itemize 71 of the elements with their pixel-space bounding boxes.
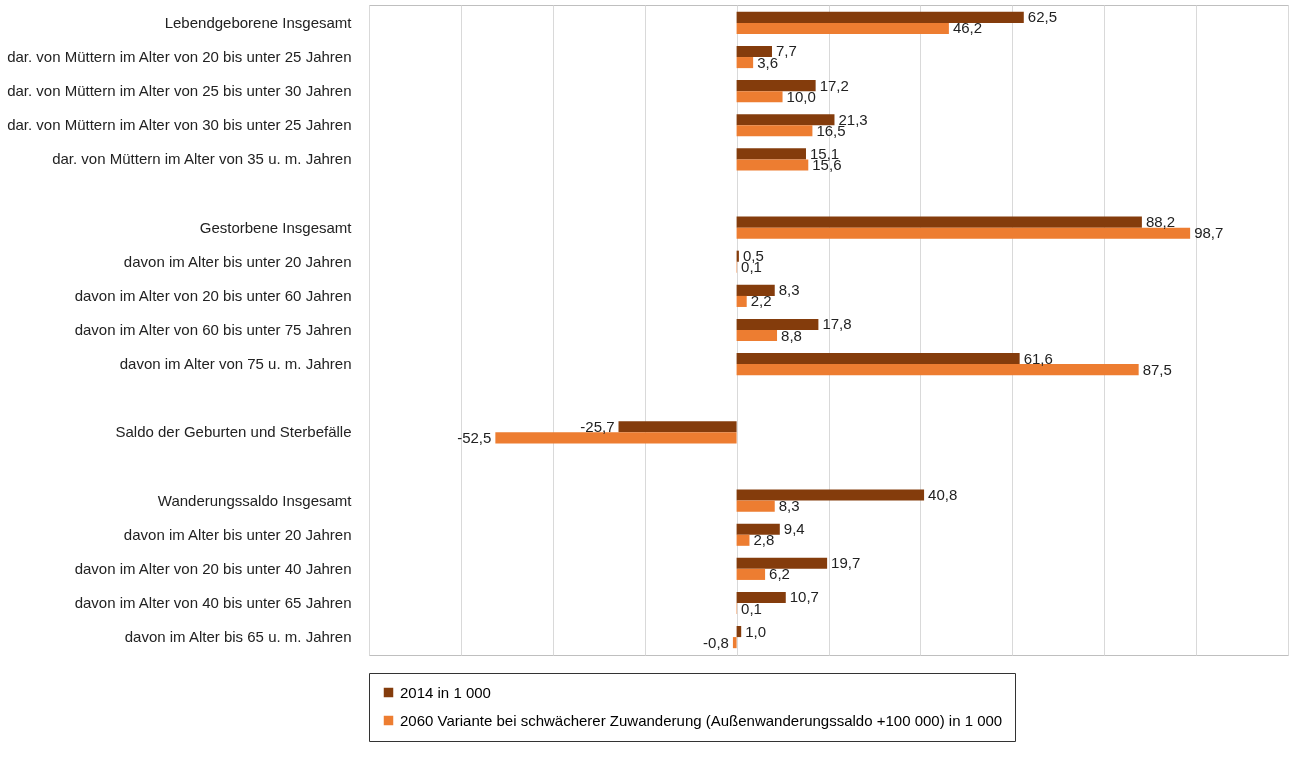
data-label: 87,5 [1142,360,1172,378]
bar [736,80,816,92]
data-label: 10,7 [789,588,819,606]
data-label: 3,6 [757,53,778,71]
bar [736,295,747,307]
bar [736,591,786,603]
data-label: 2,2 [750,292,772,310]
data-label: 2,8 [753,531,775,549]
bar [736,318,819,330]
bar [736,125,813,137]
y-tick-label: Wanderungssaldo Insgesamt [157,491,353,509]
data-label: 0,1 [741,599,762,617]
bar [736,216,1142,228]
y-tick-label: dar. von Müttern im Alter von 30 bis unter 25 Jahren [7,116,352,134]
data-label: -25,7 [580,417,615,435]
y-tick-label: davon im Alter von 40 bis unter 65 Jahren [74,593,352,611]
bar [736,284,775,296]
y-tick-label: dar. von Müttern im Alter von 25 bis unter 30 Jahren [7,82,352,100]
data-label: 8,3 [778,281,800,299]
y-tick-label: davon im Alter bis 65 u. m. Jahren [124,628,352,646]
bar [736,11,1024,23]
legend-label: 2014 in 1 000 [400,683,491,701]
bar [736,500,775,512]
data-label: 17,8 [822,315,852,333]
bar [618,421,737,433]
bar [736,114,835,126]
data-label: 9,4 [783,520,805,538]
data-label: 62,5 [1027,8,1057,26]
bar [736,57,754,69]
bar [736,568,766,580]
bar [736,159,809,171]
data-label: 61,6 [1023,349,1053,367]
data-label: 46,2 [952,19,983,37]
bar [736,557,828,569]
data-label: 40,8 [928,486,958,504]
data-label: -52,5 [457,428,492,446]
data-label: 8,8 [781,326,802,344]
bar [736,330,778,342]
bar [736,489,925,501]
bar [736,523,780,535]
y-tick-label: davon im Alter von 75 u. m. Jahren [119,355,352,373]
bar [736,534,750,546]
y-tick-label: davon im Alter von 20 bis unter 40 Jahren [74,559,352,577]
bar [736,227,1191,239]
y-tick-label: davon im Alter von 60 bis unter 75 Jahren [74,321,352,338]
bar [736,91,783,103]
data-label: 19,7 [831,554,861,572]
legend-label: 2060 Variante bei schwächerer Zuwanderung (Außenwanderungssaldo +100 000) in 1 000 [400,711,1003,729]
y-tick-label: Lebendgeborene Insgesamt [164,13,353,31]
y-tick-label: dar. von Müttern im Alter von 35 u. m. Jahren [52,150,352,168]
data-label: 88,2 [1145,213,1176,231]
bar [736,148,806,160]
y-tick-label: davon im Alter bis unter 20 Jahren [123,252,352,270]
data-label: 8,3 [778,497,800,515]
bar [736,353,1020,365]
y-tick-label: dar. von Müttern im Alter von 20 bis unter 25 Jahren [7,48,352,66]
data-label: 98,7 [1194,224,1224,242]
y-tick-label: davon im Alter von 20 bis unter 60 Jahren [74,286,352,304]
bar [495,432,737,444]
data-label: 6,2 [769,565,790,583]
y-tick-label: davon im Alter bis unter 20 Jahren [123,525,352,543]
bar [736,22,949,34]
bar [736,364,1139,376]
bar [736,45,772,58]
y-tick-label: Saldo der Geburten und Sterbefälle [115,423,352,441]
data-label: 10,0 [786,87,816,105]
data-label: 17,2 [819,76,849,94]
data-label: 1,0 [745,622,767,640]
y-tick-label: Gestorbene Insgesamt [199,218,353,236]
data-label: -0,8 [703,633,729,651]
bar [732,637,737,649]
